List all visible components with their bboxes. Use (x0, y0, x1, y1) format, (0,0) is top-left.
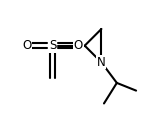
Text: O: O (22, 39, 31, 52)
Text: S: S (49, 39, 56, 52)
Text: O: O (74, 39, 83, 52)
Text: N: N (97, 56, 106, 69)
